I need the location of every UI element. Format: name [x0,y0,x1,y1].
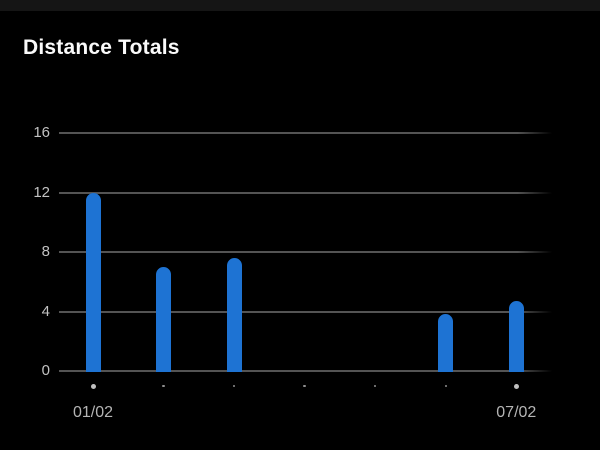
bar-day-6[interactable] [438,314,454,372]
page-title: Distance Totals [23,36,180,59]
day-marker-dot [90,383,96,389]
y-axis-tick-label: 16 [33,124,50,141]
gridline [59,251,552,253]
x-axis-label: 01/02 [72,404,114,421]
day-marker-dot [162,384,165,388]
day-marker-dot [232,384,236,388]
day-marker-dot [513,383,519,389]
x-axis-label: 07/02 [496,404,537,421]
gridline [59,191,552,194]
gridline [59,132,552,134]
y-axis-tick-label: 12 [33,183,50,201]
day-marker-dot [373,384,377,388]
day-marker-dot [444,384,447,388]
bar-day-1[interactable] [85,192,101,372]
y-axis-tick-label: 0 [41,362,50,379]
status-bar [0,0,600,11]
bar-day-3[interactable] [226,257,242,372]
y-axis-tick-label: 4 [41,302,50,320]
gridline [59,370,552,372]
bar-day-7[interactable] [508,301,524,372]
bar-day-2[interactable] [156,266,172,372]
day-marker-dot [303,384,306,388]
gridline [59,310,552,313]
y-axis-tick-label: 8 [41,243,50,260]
